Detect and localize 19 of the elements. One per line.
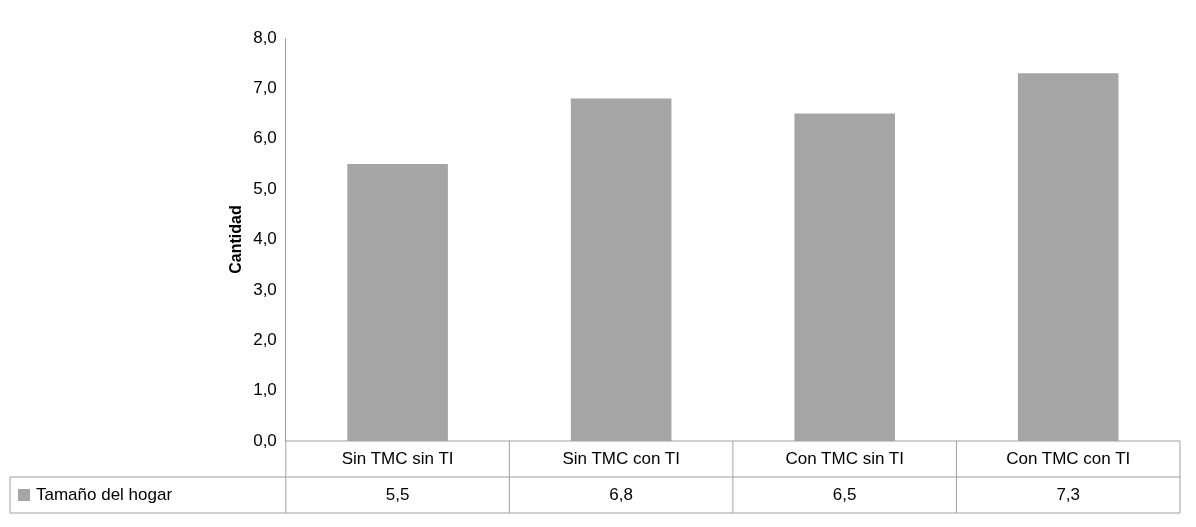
y-tick-label: 6,0 bbox=[253, 128, 277, 148]
y-tick-label: 0,0 bbox=[253, 430, 277, 450]
legend-label: Tamaño del hogar bbox=[36, 484, 173, 504]
data-label: 7,3 bbox=[1056, 484, 1081, 504]
y-tick-label: 3,0 bbox=[253, 279, 277, 299]
y-tick-label: 5,0 bbox=[253, 178, 277, 198]
x-tick-label: Sin TMC con TI bbox=[562, 448, 680, 468]
y-tick-label: 8,0 bbox=[253, 27, 277, 47]
data-label: 6,5 bbox=[832, 484, 857, 504]
y-tick-label: 4,0 bbox=[253, 229, 277, 249]
x-tick-label: Con TMC con TI bbox=[1006, 448, 1131, 468]
x-tick-label: Con TMC sin TI bbox=[785, 448, 904, 468]
y-tick-label: 2,0 bbox=[253, 329, 277, 349]
data-label: 6,8 bbox=[609, 484, 633, 504]
x-tick-label: Sin TMC sin TI bbox=[341, 448, 454, 468]
y-axis-title: Cantidad bbox=[227, 205, 245, 274]
data-label: 5,5 bbox=[385, 484, 410, 504]
y-tick-label: 7,0 bbox=[253, 78, 277, 98]
y-tick-label: 1,0 bbox=[253, 380, 277, 400]
